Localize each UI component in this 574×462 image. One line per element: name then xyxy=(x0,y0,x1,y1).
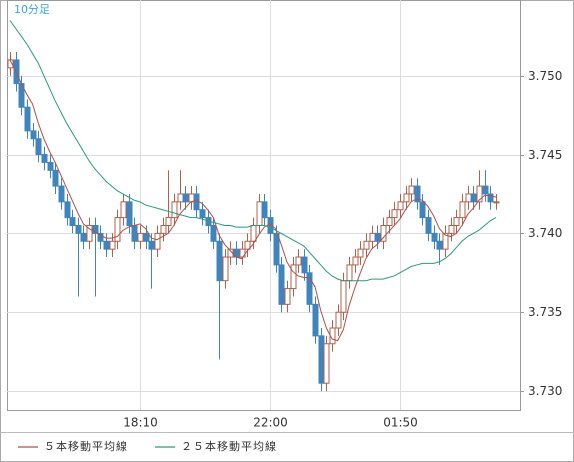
candle-body xyxy=(120,201,127,219)
candle-body xyxy=(431,232,438,242)
candle-body xyxy=(386,217,393,227)
candle-body xyxy=(86,225,93,242)
candle-body xyxy=(222,256,229,282)
candle-body xyxy=(47,161,54,171)
candle-body xyxy=(425,217,432,234)
candle-body xyxy=(335,311,342,329)
candle-body xyxy=(459,201,466,219)
candle-body xyxy=(357,248,364,258)
candle-body xyxy=(210,225,217,242)
candle-body xyxy=(182,193,189,203)
candle-body xyxy=(318,335,325,384)
candle-body xyxy=(137,232,144,242)
x-tick-label: 22:00 xyxy=(253,416,288,430)
candle-body xyxy=(369,232,376,242)
candle-body xyxy=(306,272,313,305)
y-tick-label: 3.740 xyxy=(528,226,562,240)
candle-body xyxy=(154,232,161,250)
candle-body xyxy=(493,201,500,204)
candle-body xyxy=(244,240,251,250)
candle-body xyxy=(250,225,257,242)
candle-body xyxy=(148,240,155,250)
x-tick-label: 18:10 xyxy=(123,416,158,430)
candle-body xyxy=(290,264,297,290)
candle-body xyxy=(64,201,71,219)
candle-body xyxy=(482,185,489,195)
candle-body xyxy=(476,185,483,203)
candle-body xyxy=(470,193,477,203)
candle-body xyxy=(284,288,291,305)
candle-body xyxy=(403,193,410,203)
legend-label: ２５本移動平均線 xyxy=(181,439,277,453)
candle-body xyxy=(346,264,353,282)
candle-body xyxy=(323,343,330,384)
legend-label: ５本移動平均線 xyxy=(44,439,128,453)
candle-body xyxy=(414,185,421,203)
candle-body xyxy=(487,193,494,203)
candle-body xyxy=(126,201,133,227)
candle-body xyxy=(97,232,104,242)
y-tick-label: 3.745 xyxy=(528,148,562,162)
candle-body xyxy=(216,240,223,282)
candle-body xyxy=(177,193,184,203)
candle-body xyxy=(256,201,263,227)
candle-body xyxy=(436,240,443,250)
moving-average-line xyxy=(9,59,497,342)
candle-body xyxy=(391,209,398,219)
candle-body xyxy=(465,193,472,203)
candle-body xyxy=(193,193,200,211)
candle-body xyxy=(58,185,65,203)
candle-body xyxy=(374,232,381,242)
candle-body xyxy=(143,232,150,242)
candle-body xyxy=(352,256,359,266)
candle-body xyxy=(448,225,455,234)
candle-body xyxy=(109,240,116,250)
candle-body xyxy=(363,240,370,250)
candle-body xyxy=(52,169,59,187)
candle-body xyxy=(408,185,415,195)
candle-body xyxy=(453,217,460,227)
candle-body xyxy=(30,130,37,140)
candle-body xyxy=(103,240,110,250)
moving-average-line xyxy=(9,20,497,282)
chart-title: 10分足 xyxy=(14,3,50,16)
candle-body xyxy=(114,217,121,242)
candle-body xyxy=(171,201,178,219)
candle-body xyxy=(442,232,449,250)
candle-body xyxy=(69,217,76,227)
candle-body xyxy=(261,201,268,219)
candle-body xyxy=(75,225,82,234)
candle-body xyxy=(301,256,308,274)
candle-body xyxy=(340,280,347,313)
x-tick-label: 01:50 xyxy=(383,416,418,430)
y-tick-label: 3.735 xyxy=(528,305,562,319)
candle-body xyxy=(312,303,319,337)
candle-body xyxy=(131,225,138,242)
candle-body xyxy=(41,154,48,163)
candle-body xyxy=(419,201,426,219)
candle-body xyxy=(397,201,404,211)
marks xyxy=(7,20,500,392)
candle-body xyxy=(278,264,285,305)
candle-body xyxy=(80,232,87,242)
candle-body xyxy=(35,138,42,156)
candle-body xyxy=(295,256,302,266)
candle-body xyxy=(239,248,246,258)
candle-body xyxy=(380,225,387,242)
y-tick-label: 3.730 xyxy=(528,384,562,398)
candle-body xyxy=(160,225,167,234)
candle-body xyxy=(24,106,31,132)
candle-body xyxy=(92,225,99,234)
y-tick-label: 3.750 xyxy=(528,69,562,83)
candle-body xyxy=(199,209,206,219)
candle-body xyxy=(165,217,172,227)
candle-body xyxy=(273,232,280,266)
